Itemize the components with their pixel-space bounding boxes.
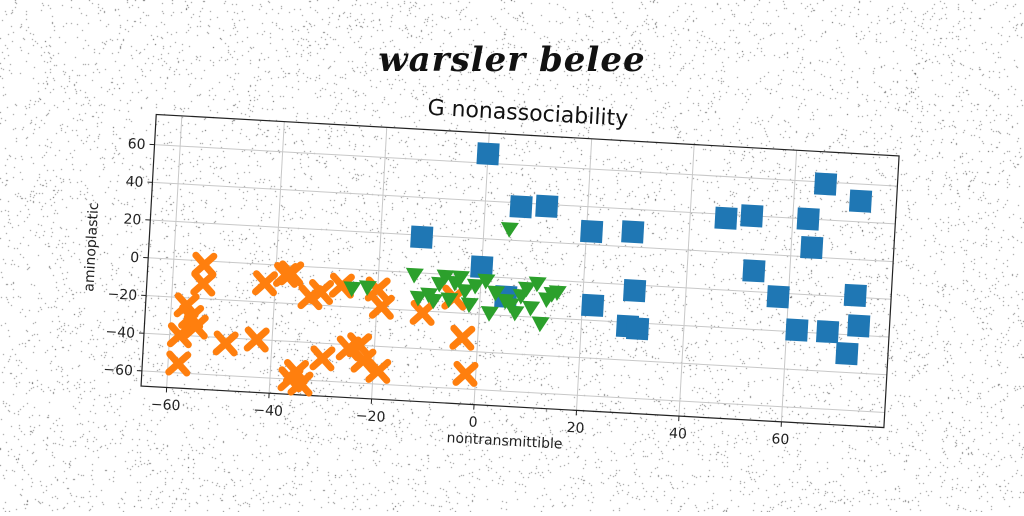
grid-line-y xyxy=(150,220,893,262)
y-tick-label: −20 xyxy=(107,286,137,304)
data-point-x xyxy=(216,334,235,353)
grid-line-x xyxy=(372,127,387,399)
grid-line-x xyxy=(269,122,284,394)
data-point-x xyxy=(453,328,472,347)
grid-line-x xyxy=(781,150,796,422)
y-tick-label: −60 xyxy=(103,362,133,380)
grid-line-y xyxy=(155,145,898,187)
grid-line-x xyxy=(577,139,592,411)
data-point-x xyxy=(313,349,332,368)
x-tick-label: 40 xyxy=(669,426,688,443)
data-point-square xyxy=(835,342,858,365)
data-point-square xyxy=(509,195,532,218)
y-axis-label: aminoplastic xyxy=(81,202,102,292)
data-point-square xyxy=(797,207,820,230)
data-point-square xyxy=(742,259,765,282)
data-point-x xyxy=(169,354,188,373)
data-point-x xyxy=(256,274,275,293)
data-point-square xyxy=(621,220,644,243)
data-point-square xyxy=(580,220,603,243)
x-tick-label: −60 xyxy=(150,397,180,415)
data-point-square xyxy=(814,172,837,195)
x-axis-label: nontransmittible xyxy=(446,430,563,452)
x-tick-label: −40 xyxy=(253,402,283,420)
y-tick-label: 0 xyxy=(130,250,140,266)
data-point-triangle xyxy=(405,268,424,284)
data-point-triangle xyxy=(531,316,550,332)
x-tick-label: −20 xyxy=(355,408,385,426)
data-point-square xyxy=(410,226,433,249)
data-point-square xyxy=(816,320,839,343)
data-point-x xyxy=(194,274,213,293)
data-point-square xyxy=(626,317,649,340)
data-point-square xyxy=(844,284,867,307)
data-point-square xyxy=(800,236,823,259)
data-point-square xyxy=(849,190,872,213)
data-point-square xyxy=(785,318,808,341)
x-tick-label: 20 xyxy=(566,420,585,437)
data-point-square xyxy=(476,142,499,165)
data-point-x xyxy=(413,303,432,322)
data-point-x xyxy=(195,255,214,274)
data-point-square xyxy=(714,207,737,230)
chart-title: G nonassociability xyxy=(427,96,629,132)
data-point-x xyxy=(456,364,475,383)
y-tick-label: 40 xyxy=(125,174,144,191)
data-point-square xyxy=(581,294,604,317)
x-tick-label: 0 xyxy=(468,414,478,430)
data-point-square xyxy=(767,285,790,308)
data-marks xyxy=(168,126,879,424)
grid-line-x xyxy=(679,145,694,417)
y-tick-label: 60 xyxy=(127,136,146,153)
data-point-square xyxy=(740,204,763,227)
plot-group: G nonassociability −60 −40 −20 0 20 40 60 −60 −4… xyxy=(74,77,901,471)
data-point-triangle xyxy=(521,301,540,317)
data-point-x xyxy=(372,297,391,316)
y-tick-label: 20 xyxy=(123,212,142,229)
y-tick-label: −40 xyxy=(105,324,135,342)
data-point-square xyxy=(623,279,646,302)
data-point-triangle xyxy=(506,306,525,322)
data-point-triangle xyxy=(500,222,519,238)
x-tick-label: 60 xyxy=(771,431,790,448)
data-point-square xyxy=(535,195,558,218)
data-point-square xyxy=(847,314,870,337)
